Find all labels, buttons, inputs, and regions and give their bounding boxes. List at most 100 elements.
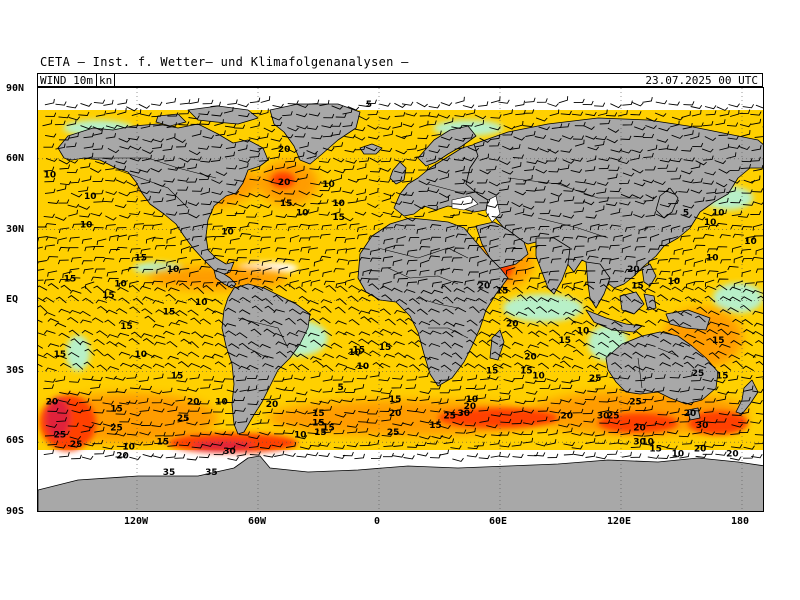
wind-barb [395,192,408,196]
wind-barb [452,200,464,205]
wind-barb [310,200,322,205]
inland-seas [451,195,501,223]
wind-barb [118,351,131,356]
wind-barb [43,213,55,218]
wind-barb [741,257,753,263]
wind-barb [175,300,187,305]
wind-barb [670,277,680,286]
wind-barb [203,375,215,381]
wind-barb [718,197,729,205]
wind-barb [515,311,528,316]
wind-barb [571,364,584,370]
wind-barb [707,386,719,391]
wind-barb [152,323,165,328]
wind-barb [763,200,764,203]
wind-barb [343,377,355,383]
wind-barb [404,307,416,315]
border-line [637,357,643,389]
wind-barb [126,373,138,379]
wind-barb [263,328,275,335]
wind-barb [537,341,549,347]
wind-barb [584,296,596,304]
wind-barb [612,270,624,275]
wind-barb [246,364,259,370]
wind-barb [371,387,383,393]
wind-barb [450,385,462,391]
wind-barb [465,108,476,116]
wind-barb [438,143,450,148]
wind-barb [465,384,477,389]
wind-barb [537,407,549,412]
wind-barb [141,154,152,162]
wind-barb [349,223,360,229]
wind-barb [334,169,346,174]
wind-barb [366,419,378,424]
wind-barb [666,209,678,215]
wind-barb [212,384,223,391]
wind-barb [93,409,105,414]
wind-barb [453,247,465,252]
wind-barb [642,96,653,103]
wind-barb [439,425,451,430]
wind-barb [636,236,647,243]
wind-barb [526,159,538,165]
wind-barb [248,136,261,141]
wind-barb [238,112,250,118]
wind-barb [632,101,644,107]
wind-barb [419,355,432,360]
wind-barb [561,379,573,384]
very-strong-wind-area [271,172,295,188]
wind-barb [282,111,293,117]
wind-barb [440,285,452,292]
wind-barb [153,373,164,380]
wind-barb [715,119,726,126]
wind-barb [729,286,742,291]
wind-barb [706,248,718,253]
wind-barb [310,372,321,379]
wind-barb [102,445,114,450]
wind-barb [500,418,512,424]
wind-barb [215,171,228,177]
wind-barb [728,375,739,381]
wind-barb [453,288,466,293]
wind-barb [322,147,335,152]
wind-barb [45,423,58,428]
wind-barb [259,343,271,349]
wind-barb [321,405,333,411]
wind-barb [490,114,502,119]
wind-barb [92,144,104,151]
wind-barb [224,445,236,450]
wind-barb [140,195,151,202]
wind-barb [743,385,754,392]
wind-barb [550,192,563,197]
wind-barb [273,421,285,427]
wind-barb [715,182,728,188]
wind-barb [452,376,463,382]
wind-barb [299,311,312,316]
wind-barb [367,317,379,324]
wind-barb [501,278,513,283]
wind-barb [558,96,569,104]
wind-barb [226,280,238,287]
wind-barb [307,452,319,457]
wind-speed-label: 25 [387,428,400,438]
wind-barb [648,257,658,266]
wind-barb [119,145,131,150]
wind-barb [659,270,671,276]
wind-speed-label: 20 [694,445,707,455]
wind-barb [115,165,127,171]
wind-barb [504,247,516,253]
wind-barb [654,112,667,117]
wind-barb [690,104,703,110]
wind-barb [47,343,60,348]
wind-barb [633,281,644,288]
wind-barb [188,213,200,219]
wind-barb [526,296,538,303]
wind-barb [319,420,331,425]
wind-barb [726,122,739,127]
wind-barb [595,384,606,390]
wind-barb [522,205,535,210]
wind-barb [668,236,679,244]
wind-barb [224,151,236,158]
wind-barb [275,341,287,346]
